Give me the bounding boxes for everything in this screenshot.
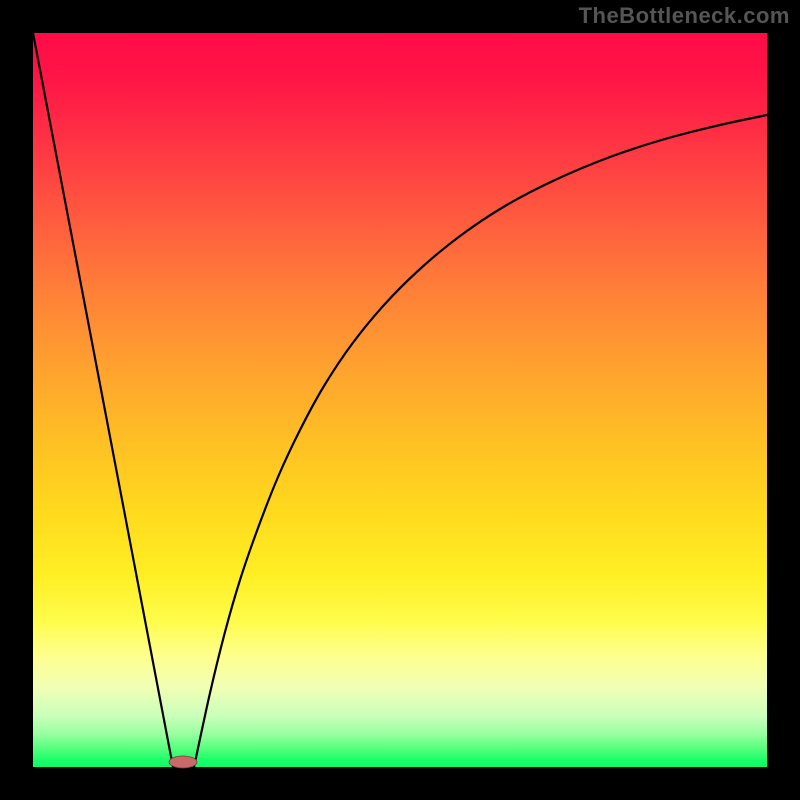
watermark-text: TheBottleneck.com xyxy=(579,3,790,29)
chart-stage: TheBottleneck.com xyxy=(0,0,800,800)
optimum-marker xyxy=(169,756,197,768)
plot-area xyxy=(33,33,767,767)
chart-svg xyxy=(0,0,800,800)
